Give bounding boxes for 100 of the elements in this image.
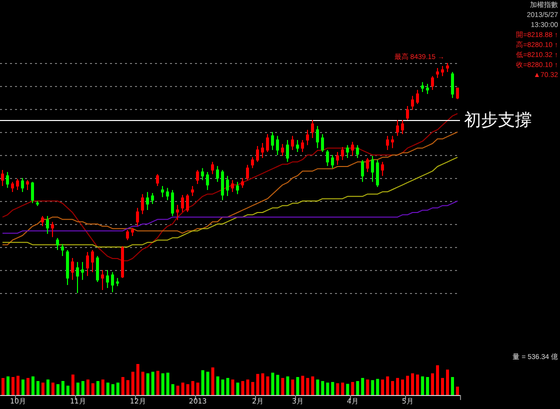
bar: [216, 376, 220, 395]
candlestick: [221, 169, 224, 201]
bar: [336, 383, 340, 395]
bar: [426, 377, 430, 395]
bar: [126, 380, 130, 395]
candlestick: [356, 144, 359, 158]
candlestick: [196, 169, 199, 184]
bar: [441, 378, 444, 395]
bar: [331, 382, 334, 395]
candlestick: [71, 258, 74, 280]
candlestick: [91, 249, 94, 273]
bar: [451, 377, 454, 395]
bar: [191, 381, 194, 395]
bar: [231, 380, 234, 395]
candlestick: [111, 272, 114, 293]
candlestick: [46, 215, 49, 234]
candlestick: [321, 134, 324, 153]
bar: [346, 384, 350, 395]
candlestick: [21, 178, 24, 193]
candlestick: [256, 146, 259, 162]
candlestick: [206, 172, 209, 190]
candlestick: [431, 76, 434, 90]
bar: [131, 372, 134, 395]
bar: [416, 374, 420, 395]
candlestick: [391, 135, 394, 149]
candlestick: [376, 160, 379, 188]
candlestick: [351, 141, 354, 156]
candlestick: [146, 192, 149, 210]
candlestick: [251, 156, 254, 169]
candlestick: [81, 261, 84, 280]
candlestick: [261, 142, 264, 158]
candlestick: [401, 120, 404, 135]
bar: [276, 374, 280, 395]
bar: [256, 374, 260, 395]
candlestick: [331, 154, 334, 169]
candlestick: [181, 194, 184, 213]
bar: [406, 376, 410, 395]
candlestick: [311, 120, 314, 138]
candlestick: [306, 129, 309, 146]
candlestick: [421, 82, 424, 92]
bar: [6, 376, 10, 395]
candlestick: [211, 161, 214, 175]
candlestick: [31, 181, 34, 204]
bar: [221, 380, 224, 395]
candlestick: [186, 194, 189, 213]
bar: [341, 382, 344, 395]
bar: [61, 381, 64, 395]
bar: [271, 372, 274, 395]
candlestick: [281, 143, 284, 156]
candlestick: [201, 168, 204, 181]
candlestick: [411, 95, 414, 110]
candlestick: [76, 261, 79, 294]
bar: [291, 380, 294, 395]
bar: [351, 382, 354, 395]
bar: [326, 382, 330, 395]
candlestick: [151, 192, 154, 204]
candlestick: [141, 194, 144, 215]
bar: [356, 381, 360, 395]
bar: [51, 382, 54, 395]
bar: [316, 380, 320, 395]
bar: [66, 386, 70, 395]
candlestick: [406, 106, 409, 121]
candlestick: [1, 169, 4, 187]
bar: [91, 383, 94, 395]
candlestick: [36, 200, 39, 207]
candlestick: [266, 134, 269, 153]
bar: [136, 364, 140, 395]
candlestick: [441, 65, 444, 77]
candlestick: [246, 164, 249, 181]
candlestick: [161, 186, 164, 198]
bar: [411, 373, 414, 395]
bar: [371, 380, 374, 395]
candlestick: [116, 278, 119, 287]
candlestick: [371, 155, 374, 182]
candlestick: [6, 172, 9, 188]
bar: [301, 376, 304, 395]
bar: [431, 373, 434, 395]
candlestick: [316, 126, 319, 149]
candlestick: [26, 180, 29, 190]
candlestick: [11, 181, 14, 193]
candlestick: [456, 88, 459, 100]
bar: [401, 380, 404, 395]
bar: [181, 382, 184, 395]
bar: [26, 378, 30, 395]
bar: [106, 382, 110, 395]
bar: [141, 372, 144, 395]
candlestick: [326, 149, 329, 167]
bar: [381, 380, 384, 395]
bar: [261, 373, 264, 395]
candlestick: [286, 140, 289, 162]
bar: [156, 370, 160, 395]
candlestick: [396, 120, 399, 136]
bar: [376, 378, 380, 395]
candlestick: [166, 187, 169, 201]
candlestick: [176, 204, 179, 221]
bar: [306, 378, 310, 395]
bar: [226, 378, 230, 395]
candlestick: [346, 144, 349, 158]
bar: [121, 377, 124, 395]
bar: [296, 377, 300, 395]
